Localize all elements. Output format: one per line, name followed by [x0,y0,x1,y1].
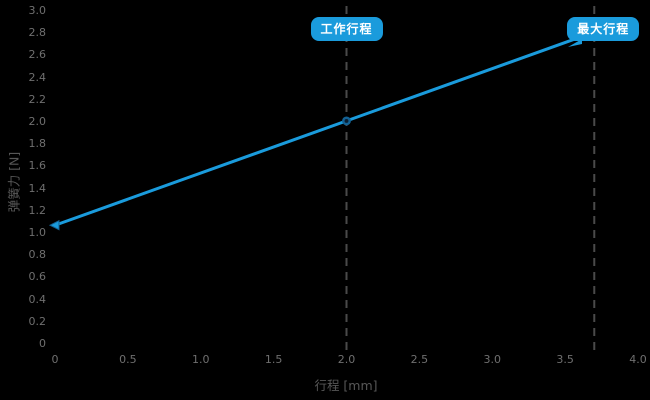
max-stroke-label: 最大行程 [577,22,630,36]
y-tick-label: 2.6 [28,48,47,62]
working-stroke-badge: 工作行程 [310,17,383,41]
y-tick-label: 1.0 [28,226,47,239]
y-tick-label: 1.6 [28,159,47,173]
x-tick-label: 2.0 [337,353,356,366]
max-stroke-badge: 最大行程 [567,17,640,47]
x-axis-title: 行程 [mm] [314,378,378,393]
x-tick-label: 2.5 [410,353,429,366]
y-tick-label: 0.8 [28,248,47,262]
x-tick-label: 1.0 [192,353,210,366]
y-tick-label: 3.0 [28,4,47,17]
y-tick-label: 2.4 [28,70,47,84]
y-tick-label: 2.2 [28,92,47,106]
y-tick-label: 1.8 [28,137,47,151]
badge-tail-icon [568,39,583,47]
y-tick-label: 0.4 [28,292,47,306]
y-tick-label: 0.6 [28,270,47,284]
y-tick-label: 2.0 [28,115,47,128]
y-axis-title: 弹簧力 [N] [6,151,22,213]
x-tick-label: 0 [51,353,59,366]
working-point-marker [342,116,351,126]
y-tick-label: 1.2 [28,203,47,217]
y-tick-label: 2.8 [28,26,47,40]
x-tick-label: 0.5 [119,353,137,366]
x-tick-label: 3.0 [483,353,502,366]
x-tick-label: 3.5 [556,353,574,366]
y-tick-label: 1.4 [28,181,47,195]
start-point-marker [48,219,60,231]
y-tick-label: 0.2 [28,314,47,328]
y-tick-label: 0 [39,337,46,350]
x-tick-label: 4.0 [629,353,647,366]
x-tick-label: 1.5 [264,353,283,366]
data-line [54,30,595,227]
